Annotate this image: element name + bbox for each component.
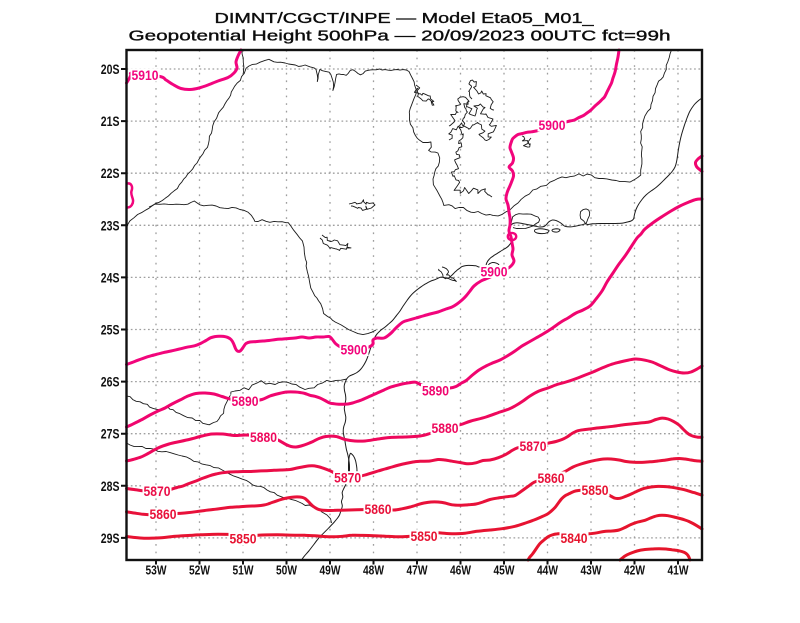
svg-text:41W: 41W bbox=[668, 563, 690, 578]
svg-text:5900: 5900 bbox=[481, 264, 508, 279]
svg-text:53W: 53W bbox=[146, 563, 168, 578]
svg-text:24S: 24S bbox=[101, 269, 120, 285]
svg-text:44W: 44W bbox=[537, 563, 559, 578]
svg-text:Geopotential Height 500hPa —: Geopotential Height 500hPa — 20/09/2023 … bbox=[129, 28, 671, 44]
svg-text:5850: 5850 bbox=[582, 483, 609, 498]
svg-text:5880: 5880 bbox=[432, 421, 459, 436]
svg-text:5860: 5860 bbox=[150, 507, 177, 522]
svg-text:5890: 5890 bbox=[232, 394, 259, 409]
svg-text:23S: 23S bbox=[101, 217, 120, 233]
svg-text:45W: 45W bbox=[494, 563, 516, 578]
svg-text:25S: 25S bbox=[101, 322, 120, 338]
svg-text:21S: 21S bbox=[101, 113, 120, 129]
svg-text:5870: 5870 bbox=[144, 484, 171, 499]
svg-text:5870: 5870 bbox=[334, 471, 361, 486]
svg-text:5850: 5850 bbox=[230, 532, 257, 547]
svg-text:27S: 27S bbox=[101, 426, 120, 442]
svg-text:5880: 5880 bbox=[250, 430, 277, 445]
svg-text:52W: 52W bbox=[189, 563, 211, 578]
svg-text:42W: 42W bbox=[624, 563, 646, 578]
svg-text:5900: 5900 bbox=[341, 342, 368, 357]
svg-text:5890: 5890 bbox=[422, 383, 449, 398]
svg-text:22S: 22S bbox=[101, 165, 120, 181]
svg-text:26S: 26S bbox=[101, 374, 120, 390]
svg-text:43W: 43W bbox=[581, 563, 603, 578]
svg-text:5910: 5910 bbox=[132, 68, 159, 83]
svg-text:5840: 5840 bbox=[561, 531, 588, 546]
svg-text:47W: 47W bbox=[407, 563, 429, 578]
svg-text:DIMNT/CGCT/INPE — Model Eta05: DIMNT/CGCT/INPE — Model Eta05_M01_ bbox=[215, 11, 595, 27]
svg-text:29S: 29S bbox=[101, 530, 120, 546]
svg-text:48W: 48W bbox=[363, 563, 385, 578]
svg-text:49W: 49W bbox=[320, 563, 342, 578]
svg-text:5860: 5860 bbox=[365, 502, 392, 517]
svg-text:5850: 5850 bbox=[411, 529, 438, 544]
svg-text:50W: 50W bbox=[276, 563, 298, 578]
svg-text:5900: 5900 bbox=[539, 118, 566, 133]
svg-text:5870: 5870 bbox=[520, 439, 547, 454]
svg-text:5860: 5860 bbox=[538, 471, 565, 486]
svg-text:20S: 20S bbox=[101, 61, 120, 77]
svg-text:46W: 46W bbox=[450, 563, 472, 578]
svg-text:51W: 51W bbox=[233, 563, 255, 578]
svg-text:28S: 28S bbox=[101, 478, 120, 494]
